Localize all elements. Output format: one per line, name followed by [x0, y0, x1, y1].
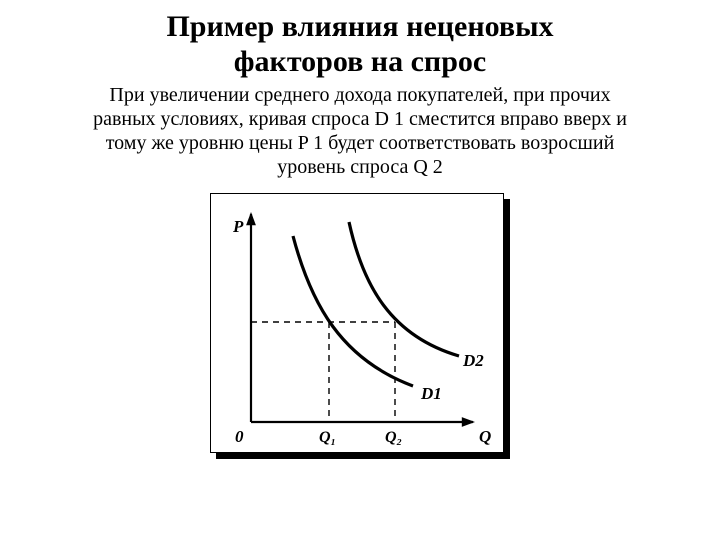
- slide-paragraph: При увеличении среднего дохода покупател…: [0, 79, 720, 179]
- q1-label: Q₁: [319, 429, 336, 446]
- origin-label: 0: [235, 427, 244, 446]
- curve-D1: [293, 236, 413, 386]
- paragraph-line-4: уровень спроса Q 2: [30, 155, 690, 179]
- p-axis-label: P: [232, 217, 244, 236]
- slide-title: Пример влияния неценовых факторов на спр…: [0, 0, 720, 79]
- paragraph-line-1: При увеличении среднего дохода покупател…: [30, 83, 690, 107]
- chart-box: D1 D2 P Q 0 Q₁ Q₂: [210, 193, 504, 453]
- q-axis-label: Q: [479, 427, 491, 446]
- q2-label: Q₂: [385, 429, 402, 446]
- demand-chart: D1 D2 P Q 0 Q₁ Q₂: [210, 193, 510, 459]
- paragraph-line-3: тому же уровню цены P 1 будет соответств…: [30, 131, 690, 155]
- title-line-2: факторов на спрос: [0, 45, 720, 80]
- curve-D2: [349, 222, 459, 356]
- paragraph-line-2: равных условиях, кривая спроса D 1 смест…: [30, 107, 690, 131]
- chart-svg: D1 D2 P Q 0 Q₁ Q₂: [211, 194, 505, 454]
- title-line-1: Пример влияния неценовых: [0, 10, 720, 45]
- curve-label-D2: D2: [462, 351, 484, 370]
- x-axis-arrow: [462, 417, 475, 427]
- curve-label-D1: D1: [420, 384, 442, 403]
- y-axis-arrow: [246, 212, 256, 225]
